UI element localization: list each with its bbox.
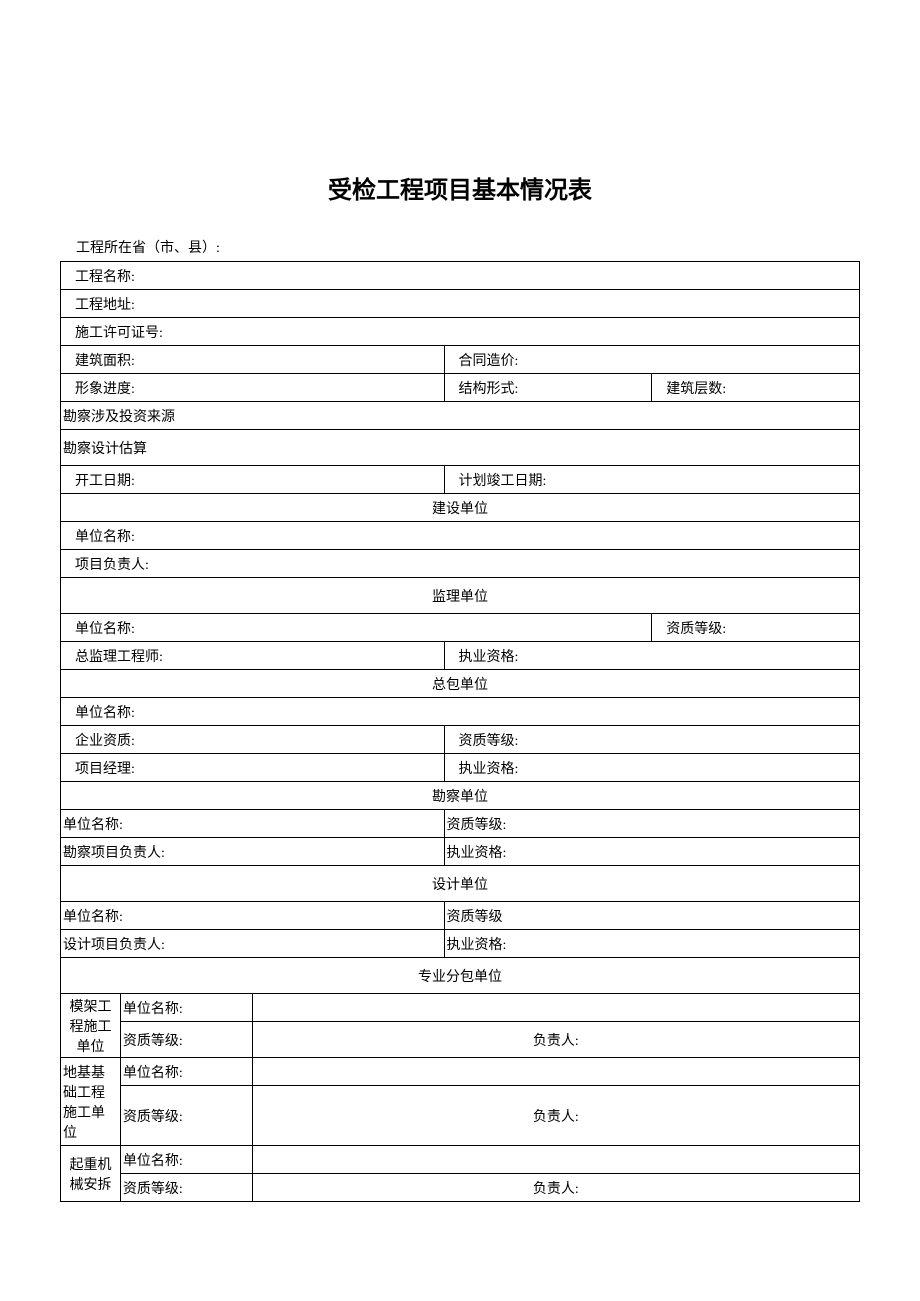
image-progress-label: 形象进度:	[61, 374, 445, 402]
planned-completion-label: 计划竣工日期:	[444, 466, 860, 494]
supervision-practice-qual-label: 执业资格:	[444, 642, 860, 670]
construction-unit-header: 建设单位	[61, 494, 860, 522]
survey-practice-qual-label: 执业资格:	[444, 838, 860, 866]
construction-project-leader-label: 项目负责人:	[61, 550, 860, 578]
design-qual-level-label: 资质等级	[444, 902, 860, 930]
formwork-responsible-label: 负责人:	[252, 1022, 859, 1058]
foundation-responsible-label: 负责人:	[252, 1086, 859, 1146]
supervision-unit-header: 监理单位	[61, 578, 860, 614]
formwork-unit-label: 模架工程施工单位	[61, 994, 121, 1058]
chief-supervisor-label: 总监理工程师:	[61, 642, 445, 670]
crane-unit-name-value	[252, 1146, 859, 1174]
design-project-leader-label: 设计项目负责人:	[61, 930, 445, 958]
supervision-unit-name-label: 单位名称:	[61, 614, 652, 642]
supervision-qual-level-label: 资质等级:	[652, 614, 860, 642]
survey-unit-name-label: 单位名称:	[61, 810, 445, 838]
permit-no-label: 施工许可证号:	[61, 318, 860, 346]
survey-qual-level-label: 资质等级:	[444, 810, 860, 838]
enterprise-qual-label: 企业资质:	[61, 726, 445, 754]
building-area-label: 建筑面积:	[61, 346, 445, 374]
formwork-unit-name-label: 单位名称:	[120, 994, 252, 1022]
project-name-label: 工程名称:	[61, 262, 860, 290]
foundation-unit-name-value	[252, 1058, 859, 1086]
foundation-unit-name-label: 单位名称:	[120, 1058, 252, 1086]
contractor-unit-name-label: 单位名称:	[61, 698, 860, 726]
subcontractor-header: 专业分包单位	[61, 958, 860, 994]
design-unit-name-label: 单位名称:	[61, 902, 445, 930]
construction-unit-name-label: 单位名称:	[61, 522, 860, 550]
inspection-form-table: 工程名称: 工程地址: 施工许可证号: 建筑面积: 合同造价: 形象进度: 结构…	[60, 261, 860, 1202]
contractor-practice-qual-label: 执业资格:	[444, 754, 860, 782]
formwork-qual-level-label: 资质等级:	[120, 1022, 252, 1058]
crane-unit-label: 起重机械安拆	[61, 1146, 121, 1202]
location-label: 工程所在省（市、县）:	[60, 237, 860, 257]
contract-price-label: 合同造价:	[444, 346, 860, 374]
design-unit-header: 设计单位	[61, 866, 860, 902]
survey-design-estimate-label: 勘察设计估算	[61, 430, 860, 466]
form-title: 受检工程项目基本情况表	[60, 170, 860, 205]
crane-unit-name-label: 单位名称:	[120, 1146, 252, 1174]
floors-label: 建筑层数:	[652, 374, 860, 402]
survey-investment-label: 勘察涉及投资来源	[61, 402, 860, 430]
survey-unit-header: 勘察单位	[61, 782, 860, 810]
start-date-label: 开工日期:	[61, 466, 445, 494]
general-contractor-header: 总包单位	[61, 670, 860, 698]
formwork-unit-name-value	[252, 994, 859, 1022]
project-address-label: 工程地址:	[61, 290, 860, 318]
project-manager-label: 项目经理:	[61, 754, 445, 782]
crane-qual-level-label: 资质等级:	[120, 1174, 252, 1202]
design-practice-qual-label: 执业资格:	[444, 930, 860, 958]
crane-responsible-label: 负责人:	[252, 1174, 859, 1202]
foundation-unit-label: 地基基础工程施工单位	[61, 1058, 121, 1146]
structure-form-label: 结构形式:	[444, 374, 652, 402]
foundation-qual-level-label: 资质等级:	[120, 1086, 252, 1146]
survey-project-leader-label: 勘察项目负责人:	[61, 838, 445, 866]
contractor-qual-level-label: 资质等级:	[444, 726, 860, 754]
